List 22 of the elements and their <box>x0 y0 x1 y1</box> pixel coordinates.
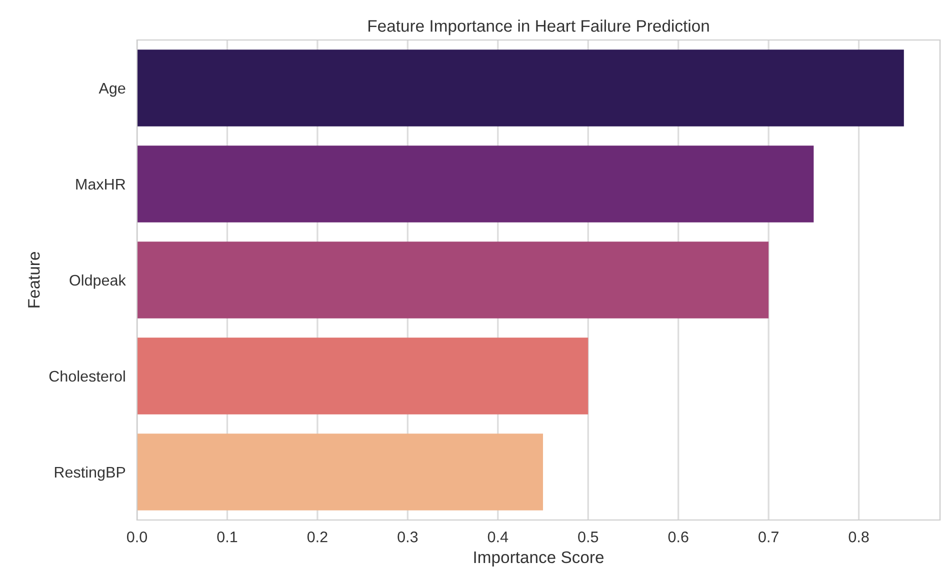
x-tick-label: 0.3 <box>398 532 418 542</box>
y-axis-title: Feature <box>28 252 40 308</box>
x-tick-label: 0.8 <box>848 532 869 542</box>
x-tick-label: 0.6 <box>668 532 688 542</box>
bar <box>137 242 769 318</box>
y-tick-label: Oldpeak <box>70 274 126 289</box>
y-tick-label: MaxHR <box>76 179 126 190</box>
y-tick-label: Cholesterol <box>49 370 125 382</box>
y-tick-label: RestingBP <box>54 466 126 481</box>
x-tick-label: 0.0 <box>126 532 148 542</box>
y-tick-label: Age <box>98 83 126 97</box>
bar <box>137 50 904 126</box>
x-axis-title: Importance Score <box>474 551 604 566</box>
x-tick-label: 0.4 <box>488 532 508 542</box>
x-tick-label: 0.7 <box>758 532 778 542</box>
bar <box>137 146 814 222</box>
bar <box>137 338 588 414</box>
chart-title: Feature Importance in Heart Failure Prediction <box>368 20 709 36</box>
bar <box>137 434 544 510</box>
x-tick-label: 0.2 <box>307 532 328 542</box>
x-tick-label: 0.5 <box>578 532 598 542</box>
x-tick-label: 0.1 <box>217 532 238 542</box>
